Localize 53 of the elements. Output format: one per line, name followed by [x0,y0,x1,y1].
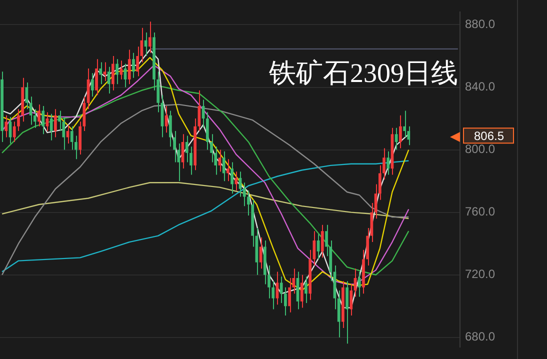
text: 806.5 [474,128,504,143]
y-tick-label: 760.0 [465,204,496,219]
candlestick [206,112,209,150]
candlestick [107,66,110,94]
candlestick [17,108,20,132]
candlestick [120,60,123,80]
candlestick [386,150,390,176]
candlestick [399,114,402,149]
candlestick [169,110,172,148]
candlestick [185,135,188,163]
candlestick [50,113,53,141]
candlestick [300,274,304,308]
candlestick [164,106,168,134]
y-tick-label: 800.0 [465,142,496,156]
candlestick [95,58,98,96]
candlestick [116,58,118,85]
candlestick [90,72,94,98]
candlestick [12,121,16,142]
candlestick [66,124,70,144]
candlestick [394,127,398,150]
candlestick [358,271,361,298]
candlestick [112,55,114,91]
candlestick [284,286,287,316]
candlestick [320,224,324,258]
candlestick [42,106,45,135]
y-tick-label: 720.0 [465,267,496,282]
candlestick [70,126,74,150]
candlestick [54,108,57,138]
candlestick [173,130,176,163]
candlestick [210,134,213,163]
y-tick-label: 680.0 [465,330,496,344]
y-tick-label: 840.0 [465,80,496,94]
candlestick [4,114,8,138]
candlestick [226,158,230,182]
candlestick [132,52,135,78]
candlestick [242,182,246,207]
candlestick [78,121,82,155]
candlestick [148,21,152,54]
candlestick [247,190,250,216]
candlestick [403,110,406,138]
candlestick [288,278,291,313]
y-tick-label: 880.0 [465,17,496,32]
candlestick [346,280,348,344]
candlestick [99,62,102,85]
candlestick [38,104,40,127]
candlestick [230,162,234,194]
text: 铁矿石2309日线 [268,58,458,88]
candlestick [304,276,308,304]
candlestick [350,284,353,316]
candlestick [280,276,283,304]
candlestick [128,49,131,85]
candlestick [234,171,238,191]
candlestick [222,150,226,182]
